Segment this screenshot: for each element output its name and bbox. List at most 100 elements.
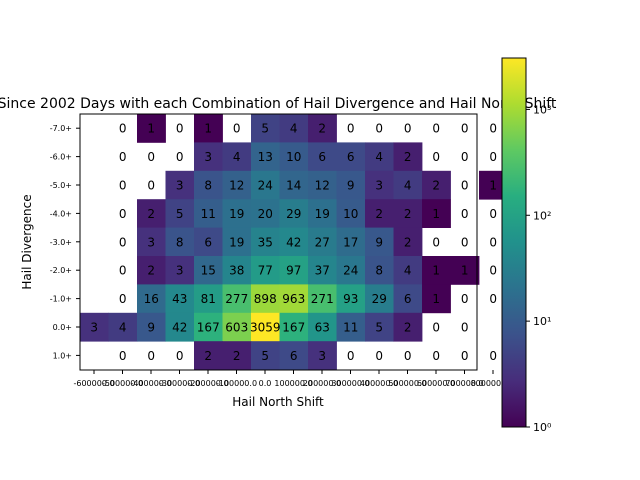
heatmap-cell-label: 8	[204, 179, 212, 193]
heatmap-cell-label: 5	[261, 122, 269, 136]
heatmap-cell-label: 0	[461, 349, 469, 363]
heatmap-cell-label: 0	[489, 122, 497, 136]
heatmap-cell	[108, 312, 138, 342]
heatmap-cell-label: 0	[432, 235, 440, 249]
heatmap-cells	[80, 114, 508, 370]
heatmap-cell-label: 4	[375, 150, 383, 164]
heatmap-cell-label: 0	[432, 321, 440, 335]
heatmap-cell-label: 19	[229, 235, 244, 249]
heatmap-cell-label: 12	[315, 179, 330, 193]
heatmap-cell-label: 2	[147, 207, 155, 221]
heatmap-cell-label: 4	[404, 179, 412, 193]
y-axis-label: Hail Divergence	[20, 194, 34, 289]
colorbar-tick-label: 10³	[533, 103, 551, 116]
heatmap-cell-label: 1	[489, 179, 497, 193]
heatmap-cell-label: 0	[375, 122, 383, 136]
heatmap-cell	[165, 227, 195, 257]
heatmap-cell-label: 6	[290, 349, 298, 363]
heatmap-cell-label: 277	[225, 292, 248, 306]
heatmap-cell-label: 14	[286, 179, 301, 193]
heatmap-cell	[279, 227, 309, 257]
heatmap-cell-label: 8	[176, 235, 184, 249]
heatmap-cell-label: 19	[315, 207, 330, 221]
heatmap-cell	[137, 284, 166, 314]
heatmap-cell	[336, 312, 366, 342]
heatmap-cell-label: 0	[489, 235, 497, 249]
heatmap-cell-label: 0	[119, 349, 127, 363]
heatmap-cell-label: 4	[404, 264, 412, 278]
heatmap-cell-label: 10	[286, 150, 301, 164]
heatmap-cell	[279, 199, 309, 228]
heatmap-cell	[251, 284, 280, 314]
heatmap-cell	[393, 142, 423, 172]
heatmap-cell-label: 6	[404, 292, 412, 306]
heatmap-cell-label: 1	[204, 122, 212, 136]
colorbar-ticks: 10⁰ 10¹ 10² 10³	[526, 103, 552, 434]
heatmap-cell	[194, 199, 223, 228]
heatmap-cell-label: 0	[233, 122, 241, 136]
heatmap-cell-label: 167	[282, 321, 305, 335]
heatmap-cell-label: 0	[489, 150, 497, 164]
heatmap-cell-label: 0	[176, 122, 184, 136]
heatmap-cell-label: 603	[225, 321, 248, 335]
heatmap-cell	[422, 170, 451, 200]
heatmap-cell	[165, 199, 195, 228]
heatmap-cell-label: 3	[375, 179, 383, 193]
heatmap-cell	[165, 284, 195, 314]
heatmap-cell-label: 2	[404, 321, 412, 335]
x-tick-label: 500000.0	[388, 379, 426, 388]
heatmap-cell	[194, 284, 223, 314]
heatmap-cell-label: 0	[119, 264, 127, 278]
heatmap-cell-label: 38	[229, 264, 244, 278]
heatmap-cell	[251, 227, 280, 257]
heatmap-cell	[393, 256, 423, 285]
heatmap-cell-label: 1	[432, 207, 440, 221]
heatmap-cell-label: 0	[119, 179, 127, 193]
heatmap-cell-label: 0	[432, 122, 440, 136]
x-tick-label: 700000.0	[445, 379, 483, 388]
heatmap-cell	[308, 199, 337, 228]
heatmap-cell-label: 1	[432, 264, 440, 278]
heatmap-cell	[393, 312, 423, 342]
heatmap-cell-label: 3	[204, 150, 212, 164]
heatmap-cell-label: 2	[375, 207, 383, 221]
x-tick-label: -300000.0	[159, 379, 200, 388]
heatmap-cell-label: 9	[147, 321, 155, 335]
heatmap-cell-label: 12	[229, 179, 244, 193]
heatmap-cell-label: 0	[461, 321, 469, 335]
heatmap-cell	[450, 256, 480, 285]
heatmap-cell	[165, 312, 195, 342]
heatmap-cell-label: 81	[201, 292, 216, 306]
x-tick-label: -100000.0	[216, 379, 257, 388]
heatmap-cell	[279, 114, 309, 143]
heatmap-cell	[251, 170, 280, 200]
heatmap-cell-label: 27	[315, 235, 330, 249]
heatmap-cell	[80, 312, 109, 342]
heatmap-cell	[251, 142, 280, 172]
heatmap-cell-label: 2	[404, 207, 412, 221]
colorbar-tick-label: 10¹	[533, 315, 551, 328]
heatmap-cell-label: 2	[318, 122, 326, 136]
heatmap-cell-label: 8	[375, 264, 383, 278]
heatmap-cell-label: 0	[489, 207, 497, 221]
colorbar-gradient	[501, 57, 527, 428]
heatmap-cell-label: 2	[432, 179, 440, 193]
heatmap-cell	[393, 199, 423, 228]
heatmap-cell	[279, 170, 309, 200]
heatmap-cell-label: 9	[375, 235, 383, 249]
heatmap-cell	[308, 341, 337, 370]
heatmap-cell-label: 42	[172, 321, 187, 335]
x-tick-label: -200000.0	[187, 379, 228, 388]
heatmap-cell-label: 0	[461, 179, 469, 193]
heatmap-cell-label: 0	[119, 122, 127, 136]
y-tick-label: -1.0+	[50, 295, 72, 304]
heatmap-cell-label: 15	[201, 264, 216, 278]
heatmap-cell	[165, 256, 195, 285]
x-tick-label: 300000.0	[331, 379, 369, 388]
heatmap-cell-label: 3	[176, 264, 184, 278]
heatmap-cell-label: 37	[315, 264, 330, 278]
heatmap-cell-label: 5	[176, 207, 184, 221]
heatmap-cell	[222, 341, 252, 370]
heatmap-cell	[365, 256, 394, 285]
heatmap-cell-label: 0	[461, 292, 469, 306]
